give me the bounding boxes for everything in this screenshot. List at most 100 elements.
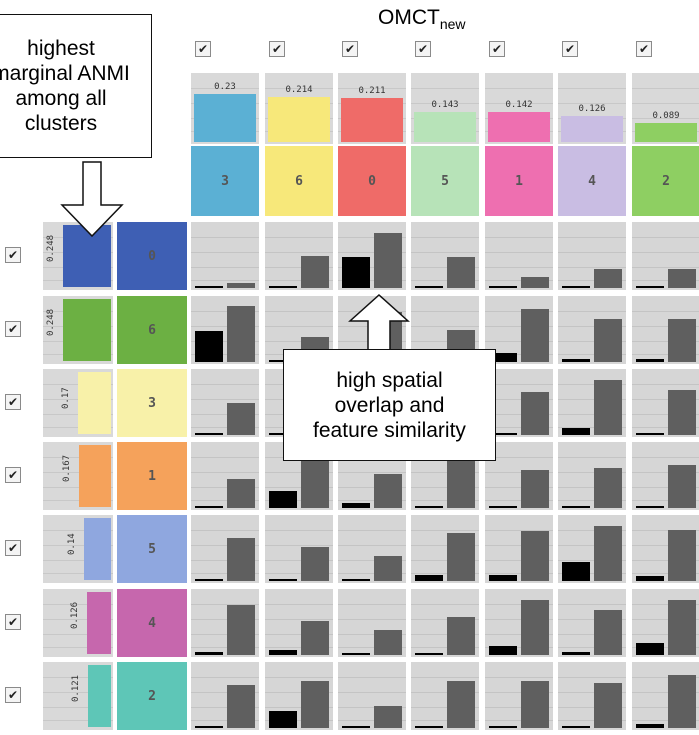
- row-cluster-0: 0: [117, 222, 187, 290]
- similarity-bar: [227, 306, 255, 362]
- overlap-bar: [415, 653, 443, 655]
- matrix-cell-r4-c5: [411, 589, 479, 657]
- overlap-bar: [489, 726, 517, 728]
- column-checkbox-6[interactable]: ✔: [269, 41, 285, 57]
- chart-title: OMCTnew: [378, 6, 466, 32]
- matrix-cell-r6-c4: [558, 296, 626, 364]
- matrix-cell-r2-c4: [558, 662, 626, 730]
- column-marginal-bar-0: 0.211: [338, 73, 406, 144]
- row-marginal-bar-0: 0.248: [43, 222, 113, 290]
- similarity-bar: [521, 309, 549, 362]
- matrix-cell-r5-c5: [411, 515, 479, 583]
- row-checkbox-6[interactable]: ✔: [5, 321, 21, 337]
- similarity-bar: [521, 681, 549, 728]
- overlap-bar: [489, 575, 517, 581]
- matrix-cell-r3-c3: [191, 369, 259, 437]
- matrix-cell-r6-c1: [485, 296, 553, 364]
- anmi-callout-line-2: marginal ANMI: [0, 62, 130, 85]
- overlap-callout-line-1: high spatial: [336, 368, 443, 392]
- column-checkbox-1[interactable]: ✔: [489, 41, 505, 57]
- row-marginal-bar-6: 0.248: [43, 296, 113, 364]
- similarity-bar: [374, 630, 402, 655]
- row-value-4: 0.126: [70, 601, 80, 629]
- similarity-bar: [668, 675, 696, 728]
- row-marginal-fill-2: [88, 665, 111, 727]
- matrix-cell-r0-c1: [485, 222, 553, 290]
- row-checkbox-3[interactable]: ✔: [5, 394, 21, 410]
- similarity-bar: [447, 533, 475, 581]
- similarity-bar: [521, 600, 549, 655]
- similarity-bar: [594, 526, 622, 581]
- overlap-bar: [489, 646, 517, 655]
- matrix-cell-r5-c6: [265, 515, 333, 583]
- anmi-callout-line-3: among all: [15, 87, 107, 110]
- overlap-callout-line-3: feature similarity: [313, 418, 466, 442]
- matrix-cell-r1-c2: [632, 442, 699, 510]
- overlap-bar: [562, 726, 590, 728]
- matrix-cell-r1-c4: [558, 442, 626, 510]
- row-checkbox-0[interactable]: ✔: [5, 247, 21, 263]
- column-marginal-fill-5: [414, 112, 476, 142]
- column-marginal-bar-2: 0.089: [632, 73, 699, 144]
- column-marginal-bar-3: 0.23: [191, 73, 259, 144]
- similarity-bar: [594, 610, 622, 655]
- matrix-cell-r4-c3: [191, 589, 259, 657]
- column-cluster-5: 5: [411, 146, 479, 216]
- row-checkbox-4[interactable]: ✔: [5, 614, 21, 630]
- similarity-bar: [521, 531, 549, 581]
- overlap-bar: [636, 724, 664, 728]
- row-marginal-bar-5: 0.14: [43, 515, 113, 583]
- similarity-bar: [374, 233, 402, 288]
- row-cluster-4: 4: [117, 589, 187, 657]
- row-checkbox-1[interactable]: ✔: [5, 467, 21, 483]
- overlap-bar: [342, 726, 370, 728]
- matrix-cell-r5-c1: [485, 515, 553, 583]
- overlap-bar: [195, 726, 223, 728]
- column-checkbox-5[interactable]: ✔: [415, 41, 431, 57]
- matrix-cell-r4-c2: [632, 589, 699, 657]
- anmi-callout: highest marginal ANMI among all clusters: [0, 14, 152, 158]
- overlap-bar: [269, 286, 297, 288]
- column-checkbox-0[interactable]: ✔: [342, 41, 358, 57]
- overlap-bar: [562, 286, 590, 288]
- column-marginal-bar-1: 0.142: [485, 73, 553, 144]
- column-checkbox-3[interactable]: ✔: [195, 41, 211, 57]
- column-checkbox-2[interactable]: ✔: [636, 41, 652, 57]
- overlap-bar: [269, 491, 297, 508]
- matrix-cell-r0-c0: [338, 222, 406, 290]
- matrix-cell-r0-c6: [265, 222, 333, 290]
- row-marginal-fill-4: [87, 592, 111, 654]
- column-checkbox-4[interactable]: ✔: [562, 41, 578, 57]
- similarity-bar: [227, 283, 255, 288]
- matrix-cell-r0-c2: [632, 222, 699, 290]
- row-checkbox-5[interactable]: ✔: [5, 540, 21, 556]
- row-value-5: 0.14: [67, 533, 77, 555]
- row-marginal-bar-1: 0.167: [43, 442, 113, 510]
- row-value-1: 0.167: [62, 454, 72, 482]
- overlap-bar: [342, 653, 370, 655]
- column-marginal-bar-4: 0.126: [558, 73, 626, 144]
- matrix-cell-r2-c2: [632, 662, 699, 730]
- similarity-bar: [594, 380, 622, 435]
- overlap-bar: [636, 576, 664, 581]
- similarity-bar: [447, 257, 475, 288]
- matrix-cell-r1-c3: [191, 442, 259, 510]
- column-marginal-bar-6: 0.214: [265, 73, 333, 144]
- row-marginal-fill-6: [63, 299, 111, 361]
- column-value-0: 0.211: [358, 86, 386, 96]
- row-checkbox-2[interactable]: ✔: [5, 687, 21, 703]
- up-arrow-icon: [348, 293, 410, 352]
- overlap-bar: [415, 506, 443, 508]
- overlap-bar: [342, 579, 370, 581]
- similarity-bar: [594, 269, 622, 288]
- similarity-bar: [668, 319, 696, 362]
- similarity-bar: [301, 256, 329, 288]
- matrix-cell-r4-c6: [265, 589, 333, 657]
- similarity-bar: [668, 600, 696, 655]
- row-marginal-bar-3: 0.17: [43, 369, 113, 437]
- similarity-bar: [521, 470, 549, 508]
- overlap-bar: [195, 579, 223, 581]
- similarity-bar: [594, 319, 622, 362]
- matrix-cell-r2-c0: [338, 662, 406, 730]
- anmi-callout-line-1: highest: [27, 37, 95, 60]
